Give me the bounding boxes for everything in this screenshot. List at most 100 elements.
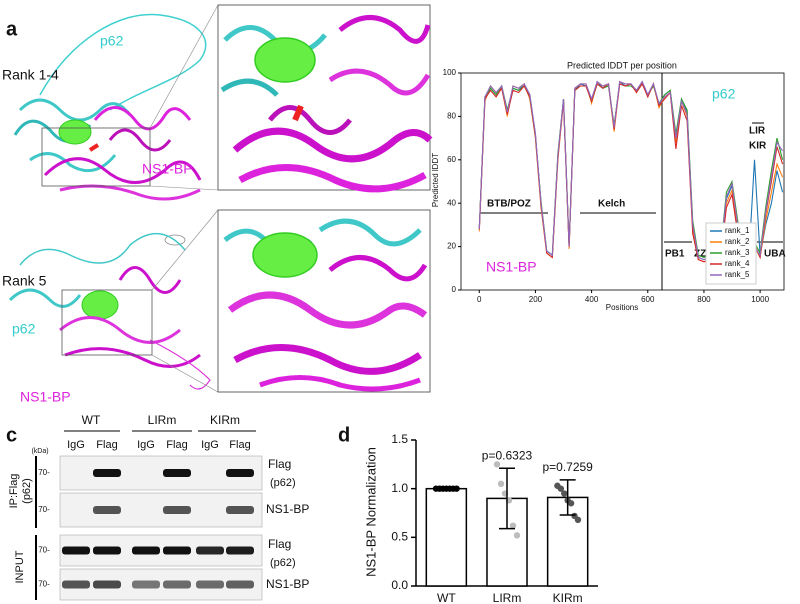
y-tick-label: 80 — [447, 112, 456, 121]
annotation: ZZ — [694, 249, 706, 260]
x-tick-label: 800 — [697, 295, 711, 304]
protein-label: p62 — [100, 33, 124, 49]
group-label: LIRm — [148, 413, 177, 427]
x-tick-label: 200 — [529, 295, 543, 304]
y-tick-label: 100 — [443, 68, 457, 77]
marker-label: 70- — [38, 468, 50, 477]
x-axis-label: Positions — [606, 303, 638, 312]
y-tick-label: 60 — [447, 155, 456, 164]
x-tick-label: 600 — [641, 295, 655, 304]
y-axis-label: NS1-BP Normalization — [363, 447, 378, 577]
band — [226, 506, 254, 514]
band — [196, 580, 224, 589]
group-label: WT — [82, 413, 101, 427]
annotation: KIR — [749, 141, 767, 152]
band — [226, 580, 254, 589]
x-tick-label: LIRm — [493, 591, 522, 604]
lane-label: Flag — [229, 439, 250, 451]
lane-label: IgG — [201, 439, 219, 451]
data-point — [567, 500, 575, 507]
protein-label: NS1-BP — [20, 389, 71, 405]
y-tick-label: 20 — [447, 242, 456, 251]
x-tick-label: 400 — [585, 295, 599, 304]
series-line — [478, 80, 784, 261]
row-label: NS1-BP — [266, 502, 309, 516]
normalization-chart: NS1-BP Normalization 0.0 0.5 1.0 1.5 WT LIRm p… — [363, 432, 598, 604]
protein-label: NS1-BP — [142, 161, 193, 177]
annotation: Kelch — [598, 199, 625, 210]
band — [93, 506, 121, 514]
annotation: LIR — [749, 126, 766, 137]
legend-label: rank_4 — [725, 259, 750, 268]
y-tick-label: 1.5 — [391, 432, 408, 446]
panel-label: c — [6, 424, 17, 446]
annotation: NS1-BP — [486, 259, 537, 275]
row-sub-label: (p62) — [270, 557, 296, 569]
band — [93, 546, 121, 555]
band — [132, 580, 160, 589]
x-tick-label: 0 — [477, 295, 482, 304]
lddt-chart: Predicted lDDT per position Positions Pr… — [431, 60, 786, 312]
unit-label: (kDa) — [31, 448, 48, 455]
lane-label: IgG — [137, 439, 155, 451]
data-point — [574, 516, 582, 524]
p-value: p=0.6323 — [482, 448, 533, 462]
band — [163, 580, 191, 589]
band — [93, 580, 121, 589]
x-tick-label: KIRm — [553, 591, 583, 604]
bar — [425, 487, 468, 587]
western-blot: WT LIRm KIRm (kDa) IP:Flag (p62) INPUT F… — [8, 413, 309, 601]
legend-label: rank_3 — [725, 248, 750, 257]
data-point — [557, 485, 565, 492]
annotation: BTB/POZ — [487, 199, 531, 210]
ip-sub-label: (p62) — [21, 478, 33, 504]
structure-top — [13, 4, 219, 201]
y-tick-label: 0 — [452, 285, 457, 294]
band — [163, 506, 191, 514]
data-point — [493, 461, 501, 468]
rank-label: Rank 5 — [2, 273, 47, 289]
legend-label: rank_2 — [725, 237, 750, 246]
zoom-bottom — [223, 218, 428, 392]
error-bar — [499, 467, 515, 530]
input-label: INPUT — [14, 550, 26, 583]
row-label: NS1-BP — [266, 577, 309, 591]
y-tick-label: 0.5 — [391, 530, 408, 544]
chart-title: Predicted lDDT per position — [567, 60, 677, 70]
band — [196, 546, 224, 555]
y-tick-label: 1.0 — [391, 481, 408, 495]
row-label: Flag — [268, 457, 291, 471]
data-point — [561, 490, 568, 497]
panel-label: d — [338, 424, 350, 446]
band — [163, 546, 191, 555]
marker-label: 70- — [38, 505, 50, 514]
data-point — [513, 532, 521, 539]
protein-label: p62 — [12, 321, 36, 337]
error-bar — [559, 479, 576, 516]
zoom-top — [220, 15, 433, 193]
zoom-box — [217, 4, 431, 191]
band — [163, 469, 191, 477]
y-tick-label: 40 — [447, 198, 456, 207]
ip-label: IP:Flag — [8, 474, 20, 509]
structure-bottom — [8, 209, 219, 393]
lane-label: Flag — [96, 439, 117, 451]
annotation: PB1 — [665, 249, 685, 260]
annotation: UBA — [764, 249, 786, 260]
data-point — [497, 480, 505, 487]
lane-label: Flag — [166, 439, 187, 451]
lane-label: IgG — [67, 439, 85, 451]
row-label: Flag — [268, 537, 291, 551]
legend-label: rank_5 — [725, 270, 750, 279]
band — [132, 546, 160, 555]
band — [62, 580, 90, 589]
x-tick-label: WT — [437, 591, 456, 604]
legend-label: rank_1 — [725, 226, 750, 235]
marker-label: 70- — [38, 580, 50, 589]
band — [226, 469, 254, 477]
x-tick-label: 1000 — [751, 295, 769, 304]
band — [93, 469, 121, 477]
data-point — [453, 485, 460, 492]
y-axis-label: Predicted lDDT — [431, 153, 440, 207]
